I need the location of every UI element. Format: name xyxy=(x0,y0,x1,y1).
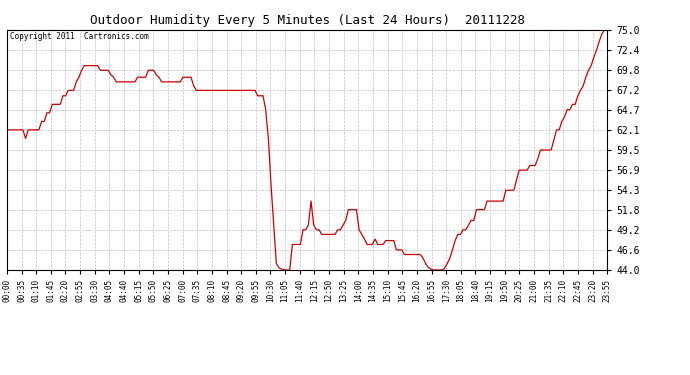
Title: Outdoor Humidity Every 5 Minutes (Last 24 Hours)  20111228: Outdoor Humidity Every 5 Minutes (Last 2… xyxy=(90,15,524,27)
Text: Copyright 2011  Cartronics.com: Copyright 2011 Cartronics.com xyxy=(10,32,148,41)
